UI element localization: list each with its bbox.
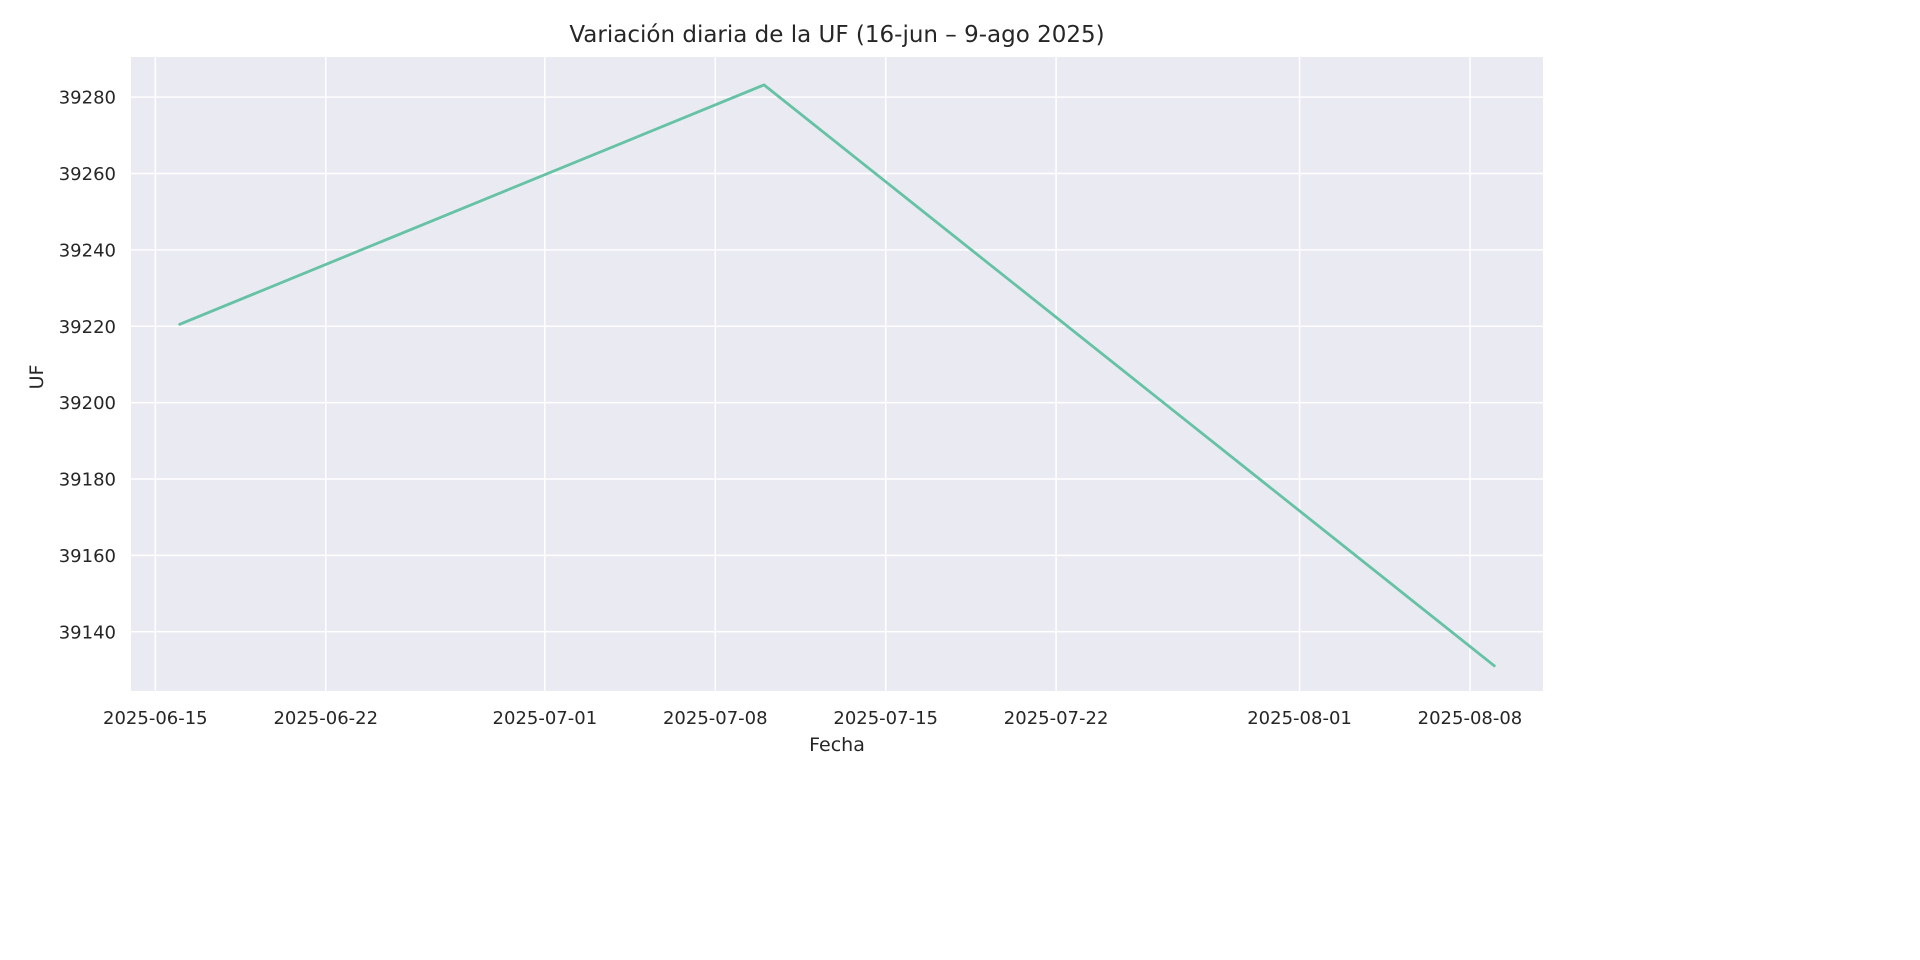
line-chart: 2025-06-15 2025-06-22 2025-07-01 2025-07-08… (26, 22, 1543, 756)
x-tick-label: 2025-07-01 (493, 708, 598, 729)
y-gridlines (131, 96, 1543, 633)
series-line (178, 83, 1496, 668)
x-tick-labels: 2025-06-15 2025-06-22 2025-07-01 2025-07-08… (103, 708, 1522, 729)
x-tick-label: 2025-06-22 (273, 708, 378, 729)
plot-background (131, 57, 1543, 691)
y-tick-label: 39220 (59, 317, 116, 338)
y-tick-label: 39240 (59, 240, 116, 261)
x-tick-label: 2025-07-08 (663, 708, 768, 729)
y-tick-labels: 39140 39160 39180 39200 39220 39240 39260 39280 (59, 88, 116, 644)
y-tick-label: 39160 (59, 546, 116, 567)
series-group (178, 83, 1496, 668)
y-axis-label: UF (26, 365, 48, 390)
y-tick-label: 39180 (59, 470, 116, 491)
x-tick-label: 2025-08-08 (1418, 708, 1523, 729)
chart-title: Variación diaria de la UF (16-jun – 9-ag… (569, 22, 1104, 48)
y-tick-label: 39140 (59, 622, 116, 643)
y-tick-label: 39280 (59, 88, 116, 109)
x-tick-label: 2025-07-22 (1004, 708, 1109, 729)
x-axis-label: Fecha (809, 734, 865, 756)
y-tick-label: 39260 (59, 164, 116, 185)
x-tick-label: 2025-08-01 (1247, 708, 1352, 729)
x-gridlines (154, 57, 1471, 691)
x-tick-label: 2025-06-15 (103, 708, 208, 729)
y-tick-label: 39200 (59, 393, 116, 414)
x-tick-label: 2025-07-15 (833, 708, 938, 729)
